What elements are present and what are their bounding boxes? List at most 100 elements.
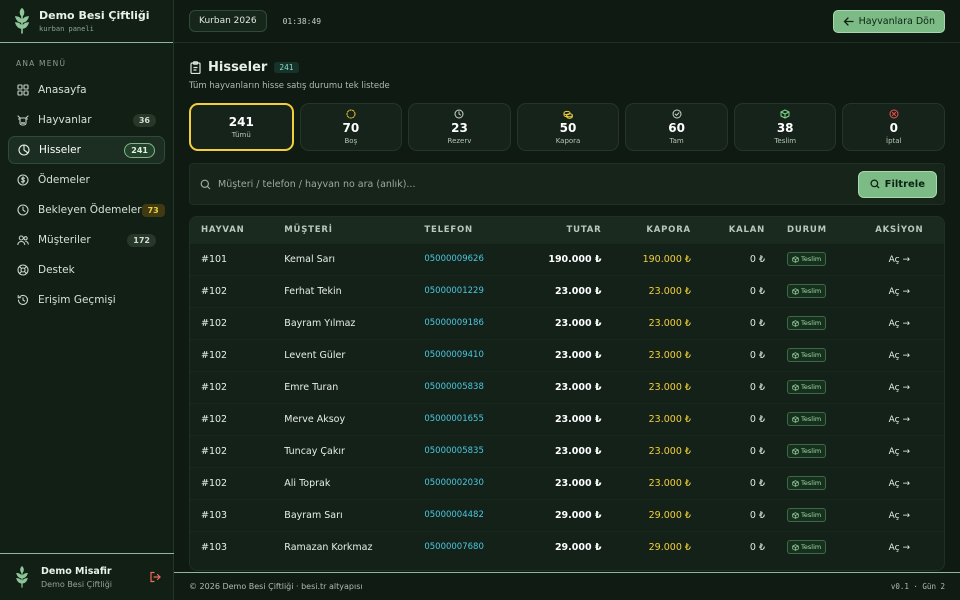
animal-no: #102 bbox=[190, 338, 274, 371]
table-row[interactable]: #102 Emre Turan 05000005838 23.000 ₺ 23.000 … bbox=[190, 370, 944, 403]
open-link[interactable]: Aç → bbox=[888, 414, 910, 425]
deposit: 29.000 ₺ bbox=[612, 530, 702, 563]
sidebar-item-hisseler[interactable]: Hisseler 241 bbox=[8, 136, 165, 164]
season-pill[interactable]: Kurban 2026 bbox=[189, 10, 267, 32]
table-row[interactable]: #102 Tuncay Çakır 05000005835 23.000 ₺ 23.00… bbox=[190, 434, 944, 467]
phone-link[interactable]: 05000001229 bbox=[413, 274, 517, 307]
lifebuoy-icon bbox=[17, 264, 29, 276]
open-link[interactable]: Aç → bbox=[888, 510, 910, 521]
page-title: Hisseler bbox=[208, 60, 268, 75]
phone-link[interactable]: 05000005838 bbox=[413, 370, 517, 403]
open-link[interactable]: Aç → bbox=[888, 478, 910, 489]
package-icon bbox=[792, 351, 799, 359]
status-card-1[interactable]: 70 Boş bbox=[299, 103, 403, 151]
action-cell: Aç → bbox=[854, 306, 944, 339]
animal-no: #102 bbox=[190, 402, 274, 435]
customer-name: Merve Aksoy bbox=[273, 402, 414, 435]
open-link[interactable]: Aç → bbox=[888, 446, 910, 457]
open-link[interactable]: Aç → bbox=[888, 382, 910, 393]
phone-link[interactable]: 05000005835 bbox=[413, 434, 517, 467]
pie-icon bbox=[18, 144, 30, 156]
column-header: KALAN bbox=[701, 217, 777, 243]
search-input[interactable]: Müşteri / telefon / hayvan no ara (anlık… bbox=[200, 179, 858, 190]
status-card-label: Tümü bbox=[231, 131, 251, 139]
phone-link[interactable]: 05000009186 bbox=[413, 306, 517, 339]
check-circle-icon bbox=[672, 109, 682, 119]
status-cell: Teslim bbox=[776, 530, 855, 563]
sidebar-item-bekleyen-odemeler[interactable]: Bekleyen Ödemeler 73 bbox=[8, 196, 165, 224]
sidebar-item-destek[interactable]: Destek bbox=[8, 256, 165, 284]
status-card-value: 0 bbox=[889, 121, 898, 135]
open-link[interactable]: Aç → bbox=[888, 254, 910, 265]
sidebar-item-anasayfa[interactable]: Anasayfa bbox=[8, 76, 165, 104]
column-header: KAPORA bbox=[612, 217, 702, 243]
animal-no: #102 bbox=[190, 370, 274, 403]
table-row[interactable]: #102 Ferhat Tekin 05000001229 23.000 ₺ 23.00… bbox=[190, 274, 944, 307]
sidebar-item-erisim-gecmisi[interactable]: Erişim Geçmişi bbox=[8, 286, 165, 314]
open-link[interactable]: Aç → bbox=[888, 350, 910, 361]
status-card-5[interactable]: 38 Teslim bbox=[733, 103, 837, 151]
status-card-4[interactable]: 60 Tam bbox=[625, 103, 728, 151]
status-card-0[interactable]: 241 Tümü bbox=[189, 103, 294, 151]
filter-button[interactable]: Filtrele bbox=[857, 170, 937, 198]
back-to-animals-button[interactable]: Hayvanlara Dön bbox=[832, 9, 945, 33]
amount: 23.000 ₺ bbox=[516, 466, 613, 499]
sidebar-item-odemeler[interactable]: Ödemeler bbox=[8, 166, 165, 194]
status-label: Teslim bbox=[801, 383, 822, 391]
cow-icon bbox=[17, 115, 29, 126]
search-icon bbox=[200, 179, 211, 189]
package-icon bbox=[792, 255, 799, 263]
users-icon bbox=[17, 235, 29, 246]
status-card-label: İptal bbox=[886, 137, 902, 145]
table-row[interactable]: #102 Levent Güler 05000009410 23.000 ₺ 23.00… bbox=[190, 338, 944, 371]
open-link[interactable]: Aç → bbox=[888, 286, 910, 297]
status-label: Teslim bbox=[801, 447, 822, 455]
dashed-circle-icon bbox=[346, 109, 356, 119]
action-cell: Aç → bbox=[854, 498, 944, 531]
status-card-2[interactable]: 23 Rezerv bbox=[408, 103, 511, 151]
remaining: 0 ₺ bbox=[701, 498, 777, 531]
customer-name: Levent Güler bbox=[273, 338, 414, 371]
status-cell: Teslim bbox=[776, 306, 855, 339]
status-badge: Teslim bbox=[787, 444, 827, 458]
sidebar-item-hayvanlar[interactable]: Hayvanlar 36 bbox=[8, 106, 165, 134]
logout-icon[interactable] bbox=[149, 571, 161, 583]
topbar: Kurban 2026 01:38:49 Hayvanlara Dön bbox=[174, 0, 960, 43]
phone-link[interactable]: 05000009626 bbox=[413, 242, 517, 275]
phone-link[interactable]: 05000004482 bbox=[413, 498, 517, 531]
table-row[interactable]: #102 Ali Toprak 05000002030 23.000 ₺ 23.000 … bbox=[190, 466, 944, 499]
status-card-6[interactable]: 0 İptal bbox=[842, 103, 946, 151]
clock-icon bbox=[17, 204, 29, 216]
status-label: Teslim bbox=[801, 415, 822, 423]
remaining: 0 ₺ bbox=[701, 306, 777, 339]
table-row[interactable]: #101 Kemal Sarı 05000009626 190.000 ₺ 190.00… bbox=[190, 242, 944, 275]
sidebar-item-musteriler[interactable]: Müşteriler 172 bbox=[8, 226, 165, 254]
table-row[interactable]: #102 Merve Aksoy 05000001655 23.000 ₺ 23.000… bbox=[190, 402, 944, 435]
user-org: Demo Besi Çiftliği bbox=[41, 579, 113, 589]
status-card-3[interactable]: 50 Kapora bbox=[516, 103, 620, 151]
table-row[interactable]: #103 Bayram Sarı 05000004482 29.000 ₺ 29.000… bbox=[190, 498, 944, 531]
remaining: 0 ₺ bbox=[701, 274, 777, 307]
open-link[interactable]: Aç → bbox=[888, 542, 910, 553]
customer-name: Tuncay Çakır bbox=[273, 434, 414, 467]
phone-link[interactable]: 05000001655 bbox=[413, 402, 517, 435]
wheat-logo-icon bbox=[16, 566, 28, 588]
action-cell: Aç → bbox=[854, 274, 944, 307]
coin-icon bbox=[17, 174, 29, 186]
package-icon bbox=[792, 319, 799, 327]
table-row[interactable]: #103 Ramazan Korkmaz 05000007680 29.000 ₺ 29… bbox=[190, 530, 944, 563]
phone-link[interactable]: 05000007680 bbox=[413, 530, 517, 563]
status-cell: Teslim bbox=[776, 434, 855, 467]
animal-no: #103 bbox=[190, 498, 274, 531]
deposit: 23.000 ₺ bbox=[612, 434, 702, 467]
open-link[interactable]: Aç → bbox=[888, 318, 910, 329]
phone-link[interactable]: 05000009410 bbox=[413, 338, 517, 371]
deposit: 23.000 ₺ bbox=[612, 402, 702, 435]
package-icon bbox=[792, 287, 799, 295]
deposit: 23.000 ₺ bbox=[612, 370, 702, 403]
amount: 23.000 ₺ bbox=[516, 370, 613, 403]
status-badge: Teslim bbox=[787, 316, 827, 330]
table-row[interactable]: #102 Bayram Yılmaz 05000009186 23.000 ₺ 23.0… bbox=[190, 306, 944, 339]
status-cell: Teslim bbox=[776, 402, 855, 435]
phone-link[interactable]: 05000002030 bbox=[413, 466, 517, 499]
